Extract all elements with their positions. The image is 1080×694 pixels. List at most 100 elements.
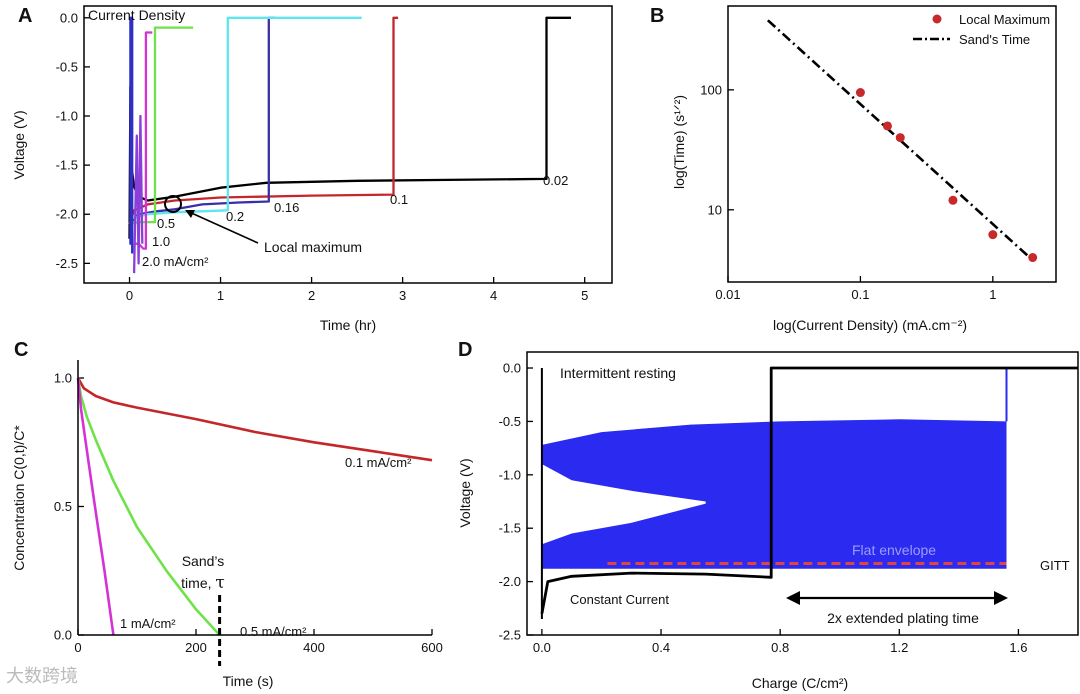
label-0.5-mA: 0.5 mA/cm² — [240, 624, 307, 639]
panel-a-series-3 — [129, 16, 362, 221]
panel-a-series — [128, 16, 571, 274]
local-maximum-point-0 — [855, 88, 865, 98]
panel-a-xtick-label-2: 2 — [308, 288, 315, 303]
panel-a-series-2 — [128, 16, 276, 225]
intermittent-resting-label: Intermittent resting — [560, 365, 676, 381]
panel-c: C 0 200 400 600 0.0 0.5 1.0 Sand’s time, τ 0.1… — [11, 339, 443, 689]
gitt-envelope — [541, 419, 1007, 569]
sands-time-label-line1: Sand’s — [182, 553, 225, 569]
constant-current-curve — [540, 366, 1078, 614]
panel-a-xtick-label-0: 0 — [126, 288, 133, 303]
panel-c-ytick-label-2: 1.0 — [54, 371, 72, 386]
local-maximum-arrow — [186, 210, 259, 244]
panel-b-ticks: 0.01 0.1 1 10 100 — [700, 82, 996, 302]
local-maximum-point-1 — [882, 121, 892, 131]
panel-d-frame — [526, 351, 1079, 636]
gitt-relaxation-gap — [541, 464, 706, 545]
panel-d-xtick-label-4: 1.6 — [1009, 640, 1027, 655]
legend-local-maximum: Local Maximum — [959, 12, 1050, 27]
panel-c-series-1 — [76, 377, 221, 636]
panel-d-ticks: 0.0 0.4 0.8 1.2 1.6 0.0 -0.5 -1.0 -1.5 -2.0 -2.5 — [499, 361, 1028, 655]
panel-d-xtick-label-3: 1.2 — [890, 640, 908, 655]
panel-c-xtick-label-0: 0 — [74, 640, 81, 655]
label-0.1-mA: 0.1 mA/cm² — [345, 455, 412, 470]
panel-c-xlabel: Time (s) — [223, 673, 274, 689]
panel-d-ytick-label-1: -0.5 — [499, 414, 521, 429]
panel-a-annotation-title: Current Density — [88, 7, 185, 23]
panel-a-ytick-label-5: -2.5 — [56, 256, 78, 271]
panel-a-ticks: 0 1 2 3 4 5 0.0 -0.5 -1.0 -1.5 -2.0 -2.5 — [56, 10, 589, 303]
legend-sands-time: Sand's Time — [959, 32, 1030, 47]
panel-a-ytick-label-3: -1.5 — [56, 158, 78, 173]
watermark: 大数跨境 — [6, 666, 78, 686]
panel-b-ytick-label-0: 10 — [708, 202, 722, 217]
panel-b-letter: B — [650, 5, 664, 27]
panel-a-series-6 — [132, 114, 144, 274]
panel-a-ytick-label-1: -0.5 — [56, 59, 78, 74]
label-0.5: 0.5 — [157, 216, 175, 231]
extended-plating-arrowhead-right — [994, 591, 1008, 605]
panel-a-series-7 — [129, 16, 134, 254]
gitt-label: GITT — [1040, 558, 1070, 573]
panel-c-ytick-label-0: 0.0 — [54, 628, 72, 643]
label-2.0: 2.0 mA/cm² — [142, 254, 209, 269]
panel-d-xtick-label-1: 0.4 — [652, 640, 670, 655]
panel-a-frame — [83, 5, 613, 284]
panel-d-xtick-label-0: 0.0 — [533, 640, 551, 655]
panel-b-plot — [766, 19, 1038, 263]
panel-d-letter: D — [458, 339, 472, 361]
label-1-mA: 1 mA/cm² — [120, 616, 176, 631]
panel-d-ytick-label-0: 0.0 — [503, 361, 521, 376]
panel-c-xtick-label-1: 200 — [185, 640, 207, 655]
panel-b-xtick-label-2: 1 — [989, 287, 996, 302]
panel-d-ytick-label-3: -1.5 — [499, 521, 521, 536]
flat-envelope-label: Flat envelope — [852, 542, 936, 558]
extended-plating-arrowhead-left — [786, 591, 800, 605]
panel-c-ticks: 0 200 400 600 0.0 0.5 1.0 — [54, 371, 443, 656]
panel-b-frame — [727, 5, 1057, 283]
panel-c-ylabel: Concentration C(0,t)/C* — [11, 425, 27, 571]
panel-c-ytick-label-1: 0.5 — [54, 499, 72, 514]
gitt-end-step — [1005, 367, 1078, 422]
panel-c-letter: C — [14, 339, 28, 361]
panel-a-xtick-label-1: 1 — [217, 288, 224, 303]
panel-c-series-0 — [76, 377, 433, 462]
label-0.16: 0.16 — [274, 200, 299, 215]
label-0.2: 0.2 — [226, 209, 244, 224]
panel-a-ylabel: Voltage (V) — [11, 110, 27, 179]
panel-b: B 0.01 0.1 1 10 100 Local Maximum Sand's Tim… — [650, 5, 1057, 333]
constant-current-label: Constant Current — [570, 592, 669, 607]
panel-a-series-1 — [128, 16, 399, 225]
panel-a-xtick-label-5: 5 — [581, 288, 588, 303]
panel-c-xtick-label-2: 400 — [303, 640, 325, 655]
panel-a-ytick-label-4: -2.0 — [56, 207, 78, 222]
panel-b-xlabel: log(Current Density) (mA.cm⁻²) — [773, 317, 967, 333]
local-maximum-arrowhead — [185, 210, 195, 218]
panel-c-xtick-label-3: 600 — [421, 640, 443, 655]
local-maximum-marker — [164, 195, 182, 213]
panel-d: D 0.0 0.4 0.8 1.2 1.6 0.0 -0.5 -1.0 -1.5 -2.0 -2.5… — [457, 339, 1079, 691]
label-1.0: 1.0 — [152, 234, 170, 249]
local-maximum-callout: Local maximum — [264, 239, 362, 255]
panel-c-series — [76, 377, 433, 636]
panel-d-ytick-label-2: -1.0 — [499, 467, 521, 482]
panel-c-series-2 — [76, 377, 115, 636]
sands-time-label-line2: time, τ — [181, 573, 225, 593]
panel-b-ylabel: log(Time) (s¹ᐟ²) — [671, 95, 687, 189]
local-maximum-point-4 — [988, 230, 998, 240]
panel-d-xtick-label-2: 0.8 — [771, 640, 789, 655]
local-maximum-point-5 — [1028, 253, 1038, 263]
panel-a-xlabel: Time (hr) — [320, 317, 376, 333]
panel-b-xtick-label-1: 0.1 — [851, 287, 869, 302]
panel-b-ytick-label-1: 100 — [700, 82, 722, 97]
panel-a-xtick-label-3: 3 — [399, 288, 406, 303]
panel-a-ytick-label-2: -1.0 — [56, 109, 78, 124]
local-maximum-point-2 — [895, 133, 905, 143]
panel-a: A 0 1 2 3 4 5 0.0 -0.5 -1.0 -1.5 -2.0 -2.5 Current … — [11, 5, 613, 333]
label-0.02: 0.02 — [543, 173, 568, 188]
panel-a-letter: A — [18, 5, 32, 27]
label-0.1: 0.1 — [390, 192, 408, 207]
panel-b-xtick-label-0: 0.01 — [715, 287, 740, 302]
panel-a-ytick-label-0: 0.0 — [60, 10, 78, 25]
